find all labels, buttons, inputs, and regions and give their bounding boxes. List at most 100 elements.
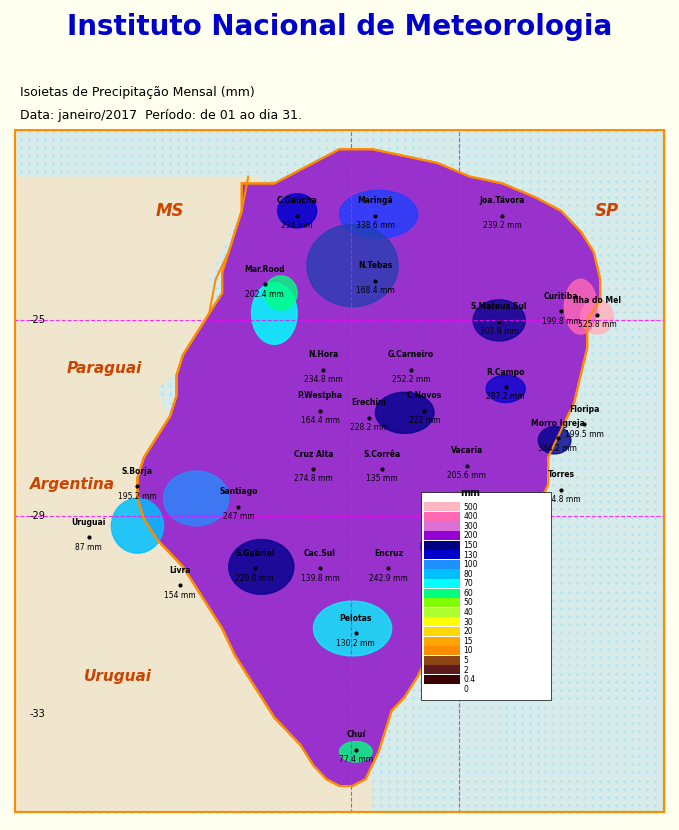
Text: 344.2 mm: 344.2 mm bbox=[538, 443, 577, 452]
Text: 274.8 mm: 274.8 mm bbox=[294, 475, 333, 483]
Text: 197.1 mm: 197.1 mm bbox=[428, 543, 466, 552]
Text: G.Carneiro: G.Carneiro bbox=[388, 350, 435, 359]
Ellipse shape bbox=[229, 540, 294, 594]
Bar bbox=[424, 560, 460, 569]
Bar bbox=[424, 531, 460, 540]
Ellipse shape bbox=[486, 375, 526, 403]
Text: 300: 300 bbox=[463, 522, 478, 530]
Text: Cac.Sul: Cac.Sul bbox=[304, 549, 336, 558]
Text: mm: mm bbox=[460, 488, 480, 498]
Text: 222 mm: 222 mm bbox=[409, 417, 440, 425]
Ellipse shape bbox=[447, 454, 486, 488]
Ellipse shape bbox=[421, 522, 473, 570]
Text: 38.2 mm: 38.2 mm bbox=[460, 601, 494, 610]
Text: P.Westpha: P.Westpha bbox=[297, 392, 342, 401]
Text: 168.4 mm: 168.4 mm bbox=[356, 286, 394, 295]
Text: 139.8 mm: 139.8 mm bbox=[301, 574, 340, 583]
Text: 0: 0 bbox=[463, 685, 469, 694]
Text: 199.8 mm: 199.8 mm bbox=[542, 317, 581, 326]
Text: 5: 5 bbox=[463, 656, 469, 665]
Text: P.Alegre: P.Alegre bbox=[429, 518, 465, 527]
Text: 200: 200 bbox=[463, 531, 478, 540]
Bar bbox=[424, 598, 460, 608]
Bar bbox=[424, 618, 460, 627]
Text: 525.8 mm: 525.8 mm bbox=[578, 320, 617, 330]
Text: MS: MS bbox=[155, 202, 184, 220]
Text: Joa.Távora: Joa.Távora bbox=[480, 197, 525, 205]
Bar bbox=[424, 569, 460, 579]
Bar bbox=[424, 521, 460, 530]
Text: 338.6 mm: 338.6 mm bbox=[356, 221, 394, 230]
Text: 234.8 mm: 234.8 mm bbox=[304, 375, 343, 384]
Text: 15: 15 bbox=[463, 637, 473, 646]
Text: 500: 500 bbox=[463, 503, 478, 511]
Text: Uruguai: Uruguai bbox=[84, 669, 152, 684]
Text: 10: 10 bbox=[463, 647, 473, 656]
Ellipse shape bbox=[375, 393, 434, 433]
Bar bbox=[424, 579, 460, 588]
Text: 202.4 mm: 202.4 mm bbox=[245, 290, 284, 299]
Bar bbox=[424, 646, 460, 655]
Text: 80: 80 bbox=[463, 569, 473, 579]
Text: 70: 70 bbox=[463, 579, 473, 588]
Text: Ilha do Mel: Ilha do Mel bbox=[573, 295, 621, 305]
Text: R.Campo: R.Campo bbox=[486, 368, 525, 377]
Text: Livra: Livra bbox=[169, 566, 191, 575]
Bar bbox=[424, 550, 460, 559]
Ellipse shape bbox=[278, 193, 316, 228]
Text: 228.2 mm: 228.2 mm bbox=[350, 423, 388, 432]
Bar bbox=[424, 502, 460, 511]
Bar bbox=[424, 656, 460, 665]
Text: 77.4 mm: 77.4 mm bbox=[339, 755, 373, 764]
Text: N.Hora: N.Hora bbox=[308, 350, 338, 359]
Text: 229.8 mm: 229.8 mm bbox=[236, 574, 274, 583]
Text: Instituto Nacional de Meteorologia: Instituto Nacional de Meteorologia bbox=[67, 12, 612, 41]
Text: 242.9 mm: 242.9 mm bbox=[369, 574, 408, 583]
Text: 50: 50 bbox=[463, 598, 473, 608]
Text: Encruz: Encruz bbox=[374, 549, 403, 558]
Ellipse shape bbox=[251, 283, 297, 344]
Text: 301.8 mm: 301.8 mm bbox=[480, 327, 519, 336]
Text: 184.8 mm: 184.8 mm bbox=[542, 495, 581, 504]
Text: 205.6 mm: 205.6 mm bbox=[447, 471, 486, 480]
Bar bbox=[424, 608, 460, 617]
Ellipse shape bbox=[564, 280, 597, 334]
Ellipse shape bbox=[265, 276, 297, 310]
Text: Mostardas: Mostardas bbox=[454, 576, 499, 585]
Bar bbox=[421, 491, 551, 701]
Text: S.Gabriel: S.Gabriel bbox=[235, 549, 274, 558]
Text: 150: 150 bbox=[463, 541, 478, 550]
Text: Cruz Alta: Cruz Alta bbox=[294, 450, 333, 459]
Text: 100: 100 bbox=[463, 560, 478, 569]
Text: 130.2 mm: 130.2 mm bbox=[336, 639, 375, 647]
Circle shape bbox=[581, 300, 613, 334]
Text: Floripa: Floripa bbox=[569, 405, 599, 414]
Bar bbox=[424, 512, 460, 521]
Bar bbox=[424, 540, 460, 549]
Ellipse shape bbox=[164, 471, 229, 526]
Text: -25: -25 bbox=[30, 315, 46, 325]
Text: S.Mateus.Sul: S.Mateus.Sul bbox=[471, 302, 528, 311]
Text: S.Corrêa: S.Corrêa bbox=[363, 450, 401, 459]
Text: -33: -33 bbox=[30, 709, 45, 719]
Text: Morro Igreja: Morro Igreja bbox=[531, 419, 585, 428]
Text: 30: 30 bbox=[463, 618, 473, 627]
Ellipse shape bbox=[307, 224, 398, 306]
Ellipse shape bbox=[538, 427, 571, 454]
Bar bbox=[424, 588, 460, 598]
Text: 400: 400 bbox=[463, 512, 478, 521]
Ellipse shape bbox=[314, 601, 392, 656]
Text: C.Gaúcha: C.Gaúcha bbox=[277, 197, 318, 205]
Text: 60: 60 bbox=[463, 589, 473, 598]
Bar bbox=[424, 627, 460, 636]
Text: SP: SP bbox=[595, 202, 619, 220]
Text: Maringá: Maringá bbox=[358, 197, 393, 205]
Bar bbox=[424, 666, 460, 675]
Text: Uruguai: Uruguai bbox=[71, 518, 106, 527]
Ellipse shape bbox=[340, 190, 418, 238]
Text: Erechim: Erechim bbox=[352, 398, 386, 408]
Text: 234 mm: 234 mm bbox=[281, 221, 313, 230]
Text: C.Novos: C.Novos bbox=[407, 392, 442, 401]
Polygon shape bbox=[137, 149, 600, 786]
Text: Chuí: Chuí bbox=[346, 730, 365, 740]
